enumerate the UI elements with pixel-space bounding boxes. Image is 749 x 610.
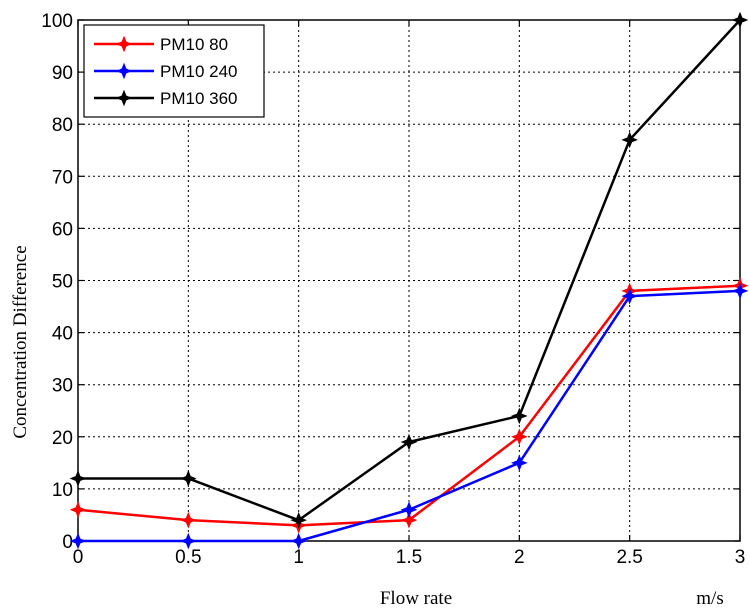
data-point (179, 470, 197, 487)
data-point (731, 282, 749, 300)
legend-marker (115, 89, 133, 107)
data-point (510, 428, 528, 446)
legend-label: PM10 360 (160, 89, 238, 108)
grid (78, 20, 740, 541)
y-tick-label: 70 (52, 167, 73, 188)
x-tick-label: 1 (293, 547, 304, 568)
data-point (69, 501, 87, 519)
x-axis-unit: m/s (696, 588, 723, 609)
series-1 (69, 282, 749, 550)
y-axis-title: Concentration Difference (10, 245, 31, 438)
x-tick-label: 3 (735, 547, 746, 568)
series-2 (69, 11, 749, 529)
legend: PM10 80 PM10 240 PM10 360 (83, 24, 265, 118)
y-tick-label: 10 (52, 480, 73, 501)
legend-item: PM10 240 (94, 62, 238, 81)
data-point (510, 407, 528, 425)
legend-marker (115, 62, 133, 80)
y-tick-label: 60 (52, 219, 73, 240)
legend-item: PM10 360 (94, 89, 238, 108)
data-point (621, 131, 639, 149)
y-tick-label: 30 (52, 376, 73, 397)
data-point (400, 433, 418, 451)
legend-marker (115, 35, 133, 53)
y-tick-label: 40 (52, 324, 73, 345)
x-tick-label: 0.5 (175, 547, 201, 568)
legend-label: PM10 80 (160, 35, 228, 54)
y-tick-label: 100 (41, 11, 73, 32)
x-tick-label: 2.5 (616, 547, 642, 568)
data-point (69, 470, 87, 487)
x-tick-label: 1.5 (396, 547, 422, 568)
data-point (400, 511, 418, 529)
data-point (290, 532, 308, 550)
y-tick-label: 80 (52, 115, 73, 136)
x-tick-label: 2 (514, 547, 525, 568)
x-axis-title: Flow rate (380, 588, 452, 609)
y-tick-label: 20 (52, 428, 73, 449)
series-lines (69, 11, 749, 550)
data-point (510, 454, 528, 472)
data-point (621, 287, 639, 305)
y-tick-label: 50 (52, 272, 73, 293)
x-tick-label: 0 (73, 547, 84, 568)
data-point (731, 11, 749, 29)
data-point (400, 501, 418, 519)
y-axis: 0 10 20 30 40 50 60 70 80 90 100 (41, 11, 740, 553)
y-tick-label: 90 (52, 63, 73, 84)
data-point (290, 511, 308, 529)
x-axis: 0 0.5 1 1.5 2 2.5 3 (73, 20, 746, 568)
data-point (69, 532, 87, 550)
legend-label: PM10 240 (160, 62, 238, 81)
data-point (179, 532, 197, 550)
data-point (179, 511, 197, 529)
y-tick-label: 0 (62, 532, 73, 553)
legend-item: PM10 80 (94, 35, 228, 54)
